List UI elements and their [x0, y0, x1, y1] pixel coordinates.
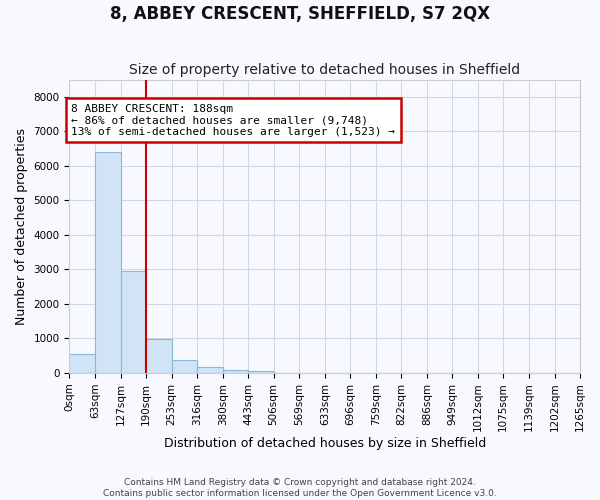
Y-axis label: Number of detached properties: Number of detached properties	[15, 128, 28, 325]
Bar	[248, 371, 274, 373]
Bar	[121, 271, 146, 373]
Bar	[172, 360, 197, 373]
Bar	[70, 354, 95, 373]
Bar	[146, 340, 172, 373]
Title: Size of property relative to detached houses in Sheffield: Size of property relative to detached ho…	[129, 63, 520, 77]
Text: 8 ABBEY CRESCENT: 188sqm
← 86% of detached houses are smaller (9,748)
13% of sem: 8 ABBEY CRESCENT: 188sqm ← 86% of detach…	[71, 104, 395, 137]
Text: Contains HM Land Registry data © Crown copyright and database right 2024.
Contai: Contains HM Land Registry data © Crown c…	[103, 478, 497, 498]
X-axis label: Distribution of detached houses by size in Sheffield: Distribution of detached houses by size …	[164, 437, 486, 450]
Bar	[197, 368, 223, 373]
Bar	[223, 370, 248, 373]
Bar	[95, 152, 121, 373]
Text: 8, ABBEY CRESCENT, SHEFFIELD, S7 2QX: 8, ABBEY CRESCENT, SHEFFIELD, S7 2QX	[110, 5, 490, 23]
